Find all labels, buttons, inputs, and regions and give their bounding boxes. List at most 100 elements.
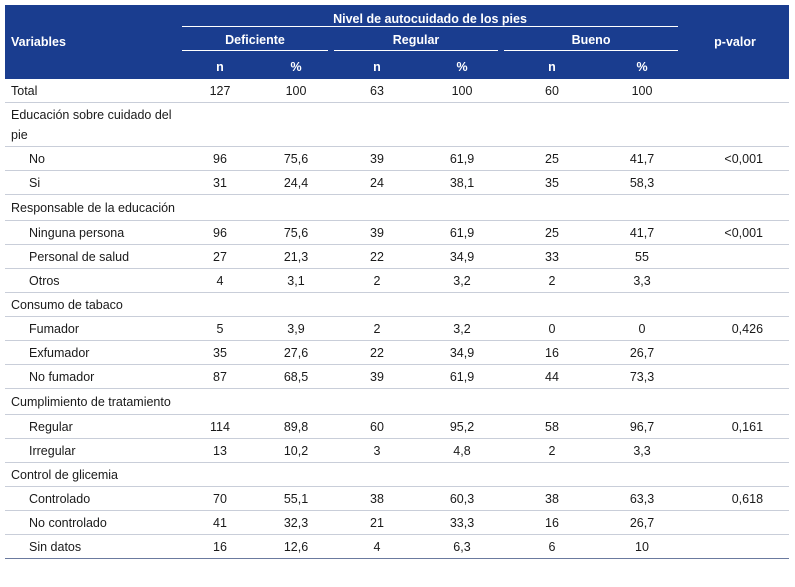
n-cell: 4	[179, 268, 261, 293]
pct-cell: 3,2	[423, 268, 501, 293]
table-row: Otros 4 3,1 2 3,2 2 3,3	[5, 268, 790, 293]
pct-header: %	[261, 55, 331, 79]
n-cell: 25	[501, 146, 603, 171]
n-header: n	[179, 55, 261, 79]
row-label: No controlado	[5, 510, 179, 535]
pct-cell: 34,9	[423, 244, 501, 269]
row-label: Regular	[5, 414, 179, 439]
n-cell: 25	[501, 220, 603, 245]
n-cell: 70	[179, 486, 261, 511]
table-row: Sin datos 16 12,6 4 6,3 6 10	[5, 534, 790, 559]
row-label: Responsable de la educación	[5, 194, 179, 221]
pct-cell: 100	[261, 79, 331, 103]
n-cell: 63	[331, 79, 423, 103]
n-cell	[179, 292, 261, 317]
n-cell: 16	[501, 340, 603, 365]
table-row: Fumador 5 3,9 2 3,2 0 0 0,426	[5, 316, 790, 341]
table-row: Consumo de tabaco	[5, 292, 790, 317]
n-cell: 39	[331, 220, 423, 245]
pvalue-cell	[681, 170, 790, 195]
pct-cell: 61,9	[423, 364, 501, 389]
table-row: Irregular 13 10,2 3 4,8 2 3,3	[5, 438, 790, 463]
pct-cell: 58,3	[603, 170, 682, 195]
n-cell	[331, 102, 423, 147]
pct-cell: 61,9	[423, 220, 501, 245]
group-header-bueno: Bueno	[501, 29, 682, 55]
pvalue-cell	[681, 102, 790, 147]
pvalue-cell	[681, 534, 790, 559]
pct-cell	[603, 194, 682, 221]
pvalue-cell: <0,001	[681, 146, 790, 171]
pct-cell: 34,9	[423, 340, 501, 365]
table-row: No fumador 87 68,5 39 61,9 44 73,3	[5, 364, 790, 389]
pct-cell	[261, 462, 331, 487]
table-row: No 96 75,6 39 61,9 25 41,7 <0,001	[5, 146, 790, 171]
n-cell: 16	[501, 510, 603, 535]
table-row: Personal de salud 27 21,3 22 34,9 33 55	[5, 244, 790, 269]
pct-cell: 73,3	[603, 364, 682, 389]
n-cell: 6	[501, 534, 603, 559]
n-cell: 21	[331, 510, 423, 535]
row-label: Fumador	[5, 316, 179, 341]
pvalue-cell	[681, 268, 790, 293]
table-row: Si 31 24,4 24 38,1 35 58,3	[5, 170, 790, 195]
pct-cell: 0	[603, 316, 682, 341]
n-header: n	[331, 55, 423, 79]
row-label: Controlado	[5, 486, 179, 511]
row-label: Exfumador	[5, 340, 179, 365]
pct-cell	[603, 102, 682, 147]
pct-cell	[261, 292, 331, 317]
pct-cell: 32,3	[261, 510, 331, 535]
n-cell	[501, 388, 603, 415]
n-cell: 96	[179, 146, 261, 171]
row-label: Irregular	[5, 438, 179, 463]
n-cell	[179, 194, 261, 221]
n-cell: 31	[179, 170, 261, 195]
row-label: Otros	[5, 268, 179, 293]
n-cell: 38	[501, 486, 603, 511]
n-cell: 22	[331, 244, 423, 269]
n-cell: 39	[331, 364, 423, 389]
n-cell: 4	[331, 534, 423, 559]
n-cell	[331, 462, 423, 487]
table-row: Exfumador 35 27,6 22 34,9 16 26,7	[5, 340, 790, 365]
n-cell: 2	[331, 268, 423, 293]
pct-cell: 6,3	[423, 534, 501, 559]
n-cell	[179, 388, 261, 415]
pct-cell: 10,2	[261, 438, 331, 463]
group-header-deficiente: Deficiente	[179, 29, 331, 55]
n-header: n	[501, 55, 603, 79]
n-cell: 44	[501, 364, 603, 389]
table-row: Regular 114 89,8 60 95,2 58 96,7 0,161	[5, 414, 790, 439]
n-cell	[501, 462, 603, 487]
pvalue-cell: 0,426	[681, 316, 790, 341]
pct-cell: 55	[603, 244, 682, 269]
pct-cell: 33,3	[423, 510, 501, 535]
n-cell: 87	[179, 364, 261, 389]
pct-cell	[423, 388, 501, 415]
row-label: Consumo de tabaco	[5, 292, 179, 317]
row-label: Educación sobre cuidado del pie	[5, 102, 179, 147]
row-label: Personal de salud	[5, 244, 179, 269]
n-cell	[179, 102, 261, 147]
pct-cell: 41,7	[603, 220, 682, 245]
n-cell: 35	[179, 340, 261, 365]
pct-cell: 4,8	[423, 438, 501, 463]
pvalue-cell	[681, 340, 790, 365]
n-cell	[501, 194, 603, 221]
n-cell	[179, 462, 261, 487]
pvalue-cell	[681, 292, 790, 317]
variables-header: Variables	[5, 5, 179, 79]
table-row: Total 127 100 63 100 60 100	[5, 79, 790, 103]
n-cell: 5	[179, 316, 261, 341]
pvalue-cell	[681, 462, 790, 487]
pct-cell: 3,9	[261, 316, 331, 341]
n-cell: 96	[179, 220, 261, 245]
row-label: No fumador	[5, 364, 179, 389]
pvalue-cell: 0,618	[681, 486, 790, 511]
table-row: No controlado 41 32,3 21 33,3 16 26,7	[5, 510, 790, 535]
group-title-header: Nivel de autocuidado de los pies	[179, 5, 682, 29]
pct-cell: 27,6	[261, 340, 331, 365]
n-cell: 3	[331, 438, 423, 463]
table-header: Variables Nivel de autocuidado de los pi…	[5, 5, 790, 79]
